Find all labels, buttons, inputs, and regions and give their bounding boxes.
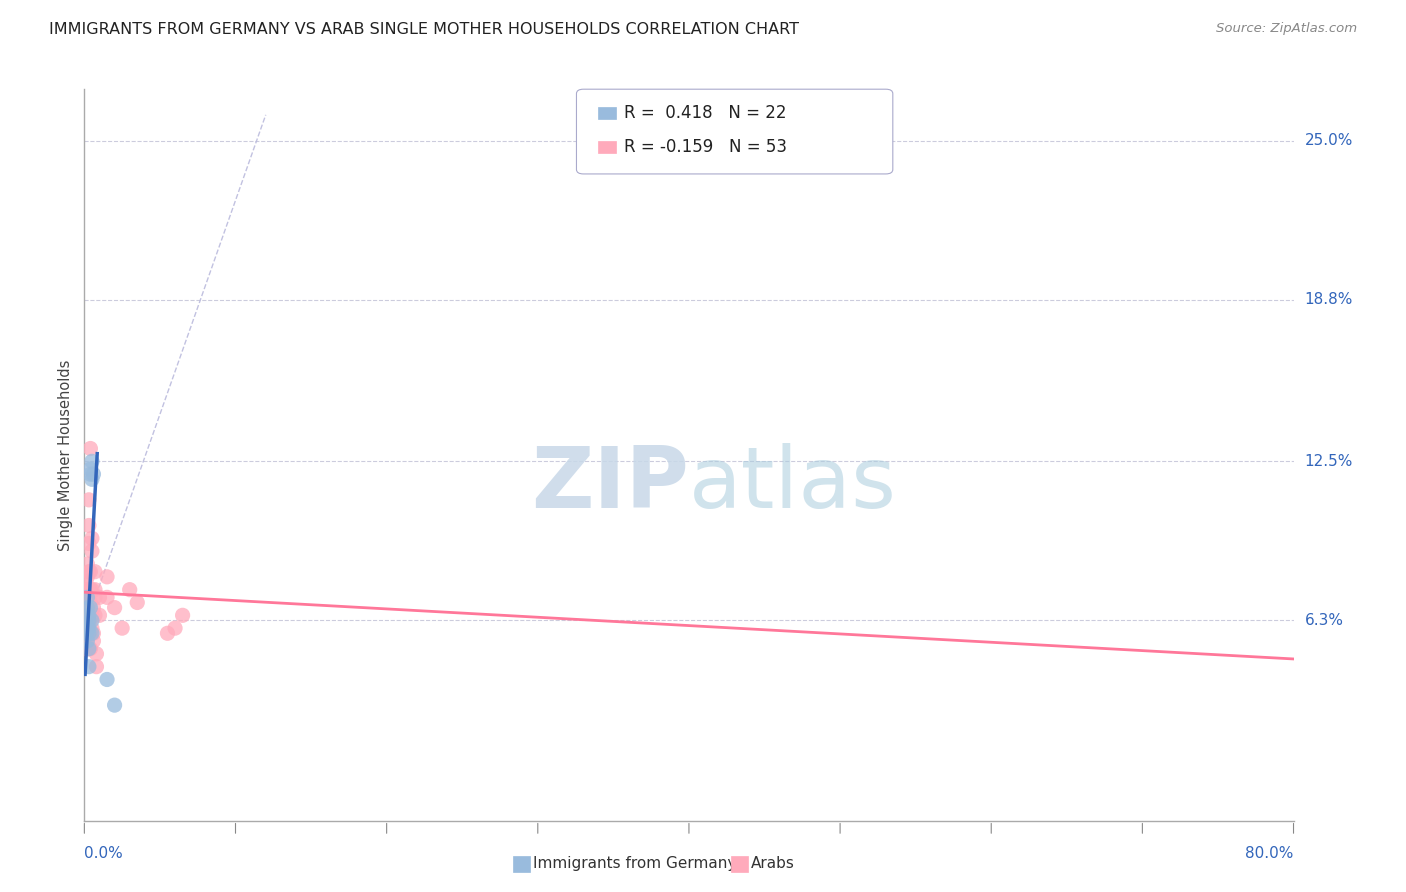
Point (77, 518, 100, 533)
Point (77, 614, 100, 628)
Point (77, 659, 100, 673)
Point (79, 442, 101, 456)
Point (76, 557, 98, 571)
Point (75, 626, 97, 640)
Text: Arabs: Arabs (751, 856, 794, 871)
Point (165, 621, 187, 635)
Text: R =  0.418   N = 22: R = 0.418 N = 22 (624, 104, 787, 122)
Text: Source: ZipAtlas.com: Source: ZipAtlas.com (1216, 22, 1357, 36)
Point (82, 600, 104, 615)
Point (79, 600, 101, 615)
Point (76, 615, 98, 630)
Point (118, 582, 141, 597)
Point (80, 454, 103, 468)
Text: ZIP: ZIP (531, 442, 689, 525)
Point (111, 621, 134, 635)
Point (76, 582, 98, 597)
Point (75, 574, 97, 589)
Point (76, 570, 98, 584)
Text: 6.3%: 6.3% (1305, 613, 1344, 628)
Point (80, 532, 103, 546)
Point (75, 591, 97, 605)
Point (80, 626, 103, 640)
Point (77, 641, 100, 656)
Point (96, 673, 118, 687)
Point (79, 462, 101, 476)
Point (77, 600, 100, 615)
Point (77, 608, 100, 623)
Point (127, 595, 149, 609)
Point (79, 467, 101, 482)
Point (79, 582, 101, 597)
Point (75, 626, 97, 640)
Text: Immigrants from Germany: Immigrants from Germany (533, 856, 737, 871)
Text: 80.0%: 80.0% (1246, 847, 1294, 862)
Point (84, 582, 107, 597)
Point (77, 629, 100, 643)
Point (77, 626, 100, 640)
Point (79, 626, 101, 640)
Text: atlas: atlas (689, 442, 897, 525)
Point (86, 659, 108, 673)
Text: 18.8%: 18.8% (1305, 293, 1353, 307)
Text: 12.5%: 12.5% (1305, 454, 1353, 469)
Point (96, 591, 118, 605)
Point (80, 614, 103, 628)
Point (82, 634, 104, 648)
Point (82, 626, 104, 640)
Point (76, 626, 98, 640)
Point (75, 615, 97, 630)
Point (89, 608, 111, 623)
Point (76, 634, 98, 648)
Point (89, 591, 111, 605)
Text: IMMIGRANTS FROM GERMANY VS ARAB SINGLE MOTHER HOUSEHOLDS CORRELATION CHART: IMMIGRANTS FROM GERMANY VS ARAB SINGLE M… (49, 22, 799, 37)
Point (77, 641, 100, 656)
Text: R = -0.159   N = 53: R = -0.159 N = 53 (624, 138, 787, 156)
Point (96, 570, 118, 584)
Point (104, 600, 127, 615)
Point (76, 641, 98, 656)
Point (156, 626, 179, 640)
Point (75, 641, 97, 656)
Point (76, 595, 98, 609)
Text: 0.0%: 0.0% (84, 847, 124, 862)
Point (79, 595, 101, 609)
Point (79, 641, 101, 656)
Point (82, 467, 104, 482)
Point (80, 582, 103, 597)
Point (77, 621, 100, 635)
Point (79, 565, 101, 579)
Point (76, 621, 98, 635)
Text: 25.0%: 25.0% (1305, 133, 1353, 148)
Point (76, 591, 98, 605)
Point (77, 615, 100, 630)
Y-axis label: Single Mother Households: Single Mother Households (58, 359, 73, 550)
Point (80, 608, 103, 623)
Point (77, 492, 100, 507)
Point (76, 600, 98, 615)
Point (84, 591, 107, 605)
Point (80, 621, 103, 635)
Point (75, 600, 97, 615)
Point (104, 698, 127, 713)
Point (80, 472, 103, 486)
Point (77, 582, 100, 597)
Point (86, 647, 108, 661)
Point (84, 565, 107, 579)
Point (75, 615, 97, 630)
Point (80, 544, 103, 558)
Point (172, 608, 194, 623)
Point (77, 565, 100, 579)
Point (84, 608, 107, 623)
Point (77, 536, 100, 550)
